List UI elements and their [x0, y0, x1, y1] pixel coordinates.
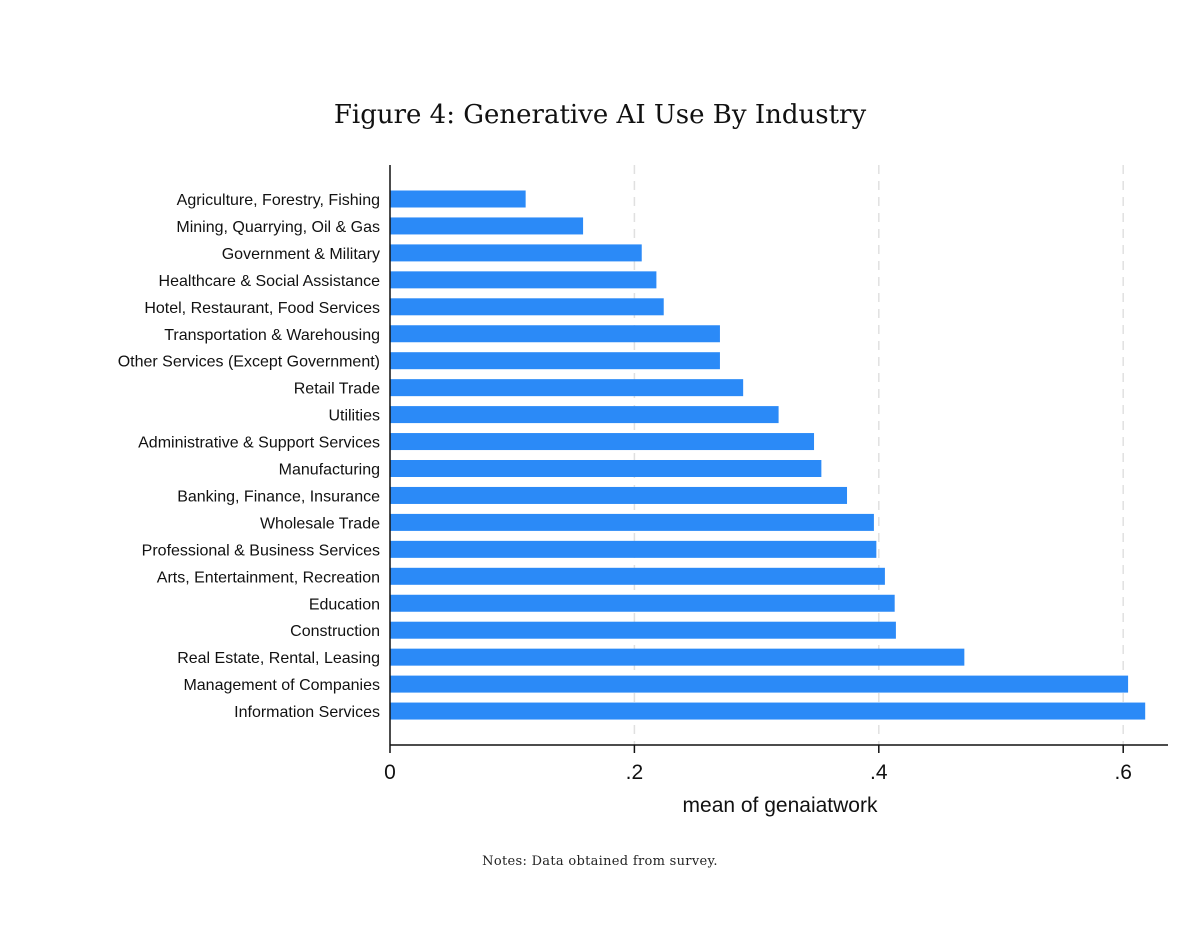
- category-label: Agriculture, Forestry, Fishing: [177, 192, 380, 209]
- bar: [390, 513, 874, 531]
- category-label: Retail Trade: [294, 381, 380, 398]
- bar: [390, 352, 720, 370]
- x-axis-title: mean of genaiatwork: [683, 794, 878, 817]
- x-tick-label: .4: [870, 761, 888, 784]
- category-label: Government & Military: [222, 246, 380, 263]
- x-tick-labels: 0 .2 .4 .6: [384, 761, 1132, 784]
- bar-chart: Agriculture, Forestry, Fishing Mining, Qu…: [118, 165, 1168, 817]
- bar: [390, 486, 848, 504]
- x-tick-label: 0: [384, 761, 396, 784]
- bar: [390, 675, 1129, 693]
- bar: [390, 540, 877, 558]
- x-tick-label: .2: [626, 761, 644, 784]
- category-label: Arts, Entertainment, Recreation: [157, 569, 380, 586]
- bar: [390, 217, 584, 235]
- grid-lines: [633, 165, 1124, 745]
- category-label: Education: [309, 596, 380, 613]
- category-label: Banking, Finance, Insurance: [177, 488, 380, 505]
- bar: [390, 648, 965, 666]
- category-label: Manufacturing: [279, 462, 380, 479]
- category-label: Transportation & Warehousing: [164, 327, 380, 344]
- figure-notes: Notes: Data obtained from survey.: [482, 854, 718, 869]
- bar: [390, 325, 720, 343]
- bar: [390, 406, 779, 424]
- category-label: Healthcare & Social Assistance: [159, 273, 381, 290]
- category-label: Administrative & Support Services: [138, 435, 380, 452]
- figure-title: Figure 4: Generative AI Use By Industry: [333, 100, 867, 130]
- bar: [390, 621, 896, 639]
- bar: [390, 190, 526, 208]
- bar: [390, 433, 815, 451]
- bar: [390, 379, 744, 397]
- bar: [390, 298, 664, 316]
- axes: [389, 165, 1168, 753]
- category-label: Management of Companies: [183, 677, 380, 694]
- category-label: Information Services: [234, 704, 380, 721]
- bar: [390, 244, 642, 262]
- bars: [390, 190, 1146, 720]
- category-label: Utilities: [328, 408, 380, 425]
- category-label: Construction: [290, 623, 380, 640]
- bar: [390, 460, 822, 477]
- category-labels: Agriculture, Forestry, Fishing Mining, Qu…: [118, 192, 380, 721]
- category-label: Mining, Quarrying, Oil & Gas: [176, 219, 380, 236]
- category-label: Wholesale Trade: [260, 515, 380, 532]
- category-label: Hotel, Restaurant, Food Services: [144, 300, 380, 317]
- category-label: Real Estate, Rental, Leasing: [177, 650, 380, 667]
- bar: [390, 702, 1146, 720]
- bar: [390, 271, 657, 289]
- bar: [390, 567, 885, 585]
- category-label: Other Services (Except Government): [118, 354, 380, 371]
- bar: [390, 594, 895, 612]
- category-label: Professional & Business Services: [142, 542, 380, 559]
- x-tick-label: .6: [1114, 761, 1132, 784]
